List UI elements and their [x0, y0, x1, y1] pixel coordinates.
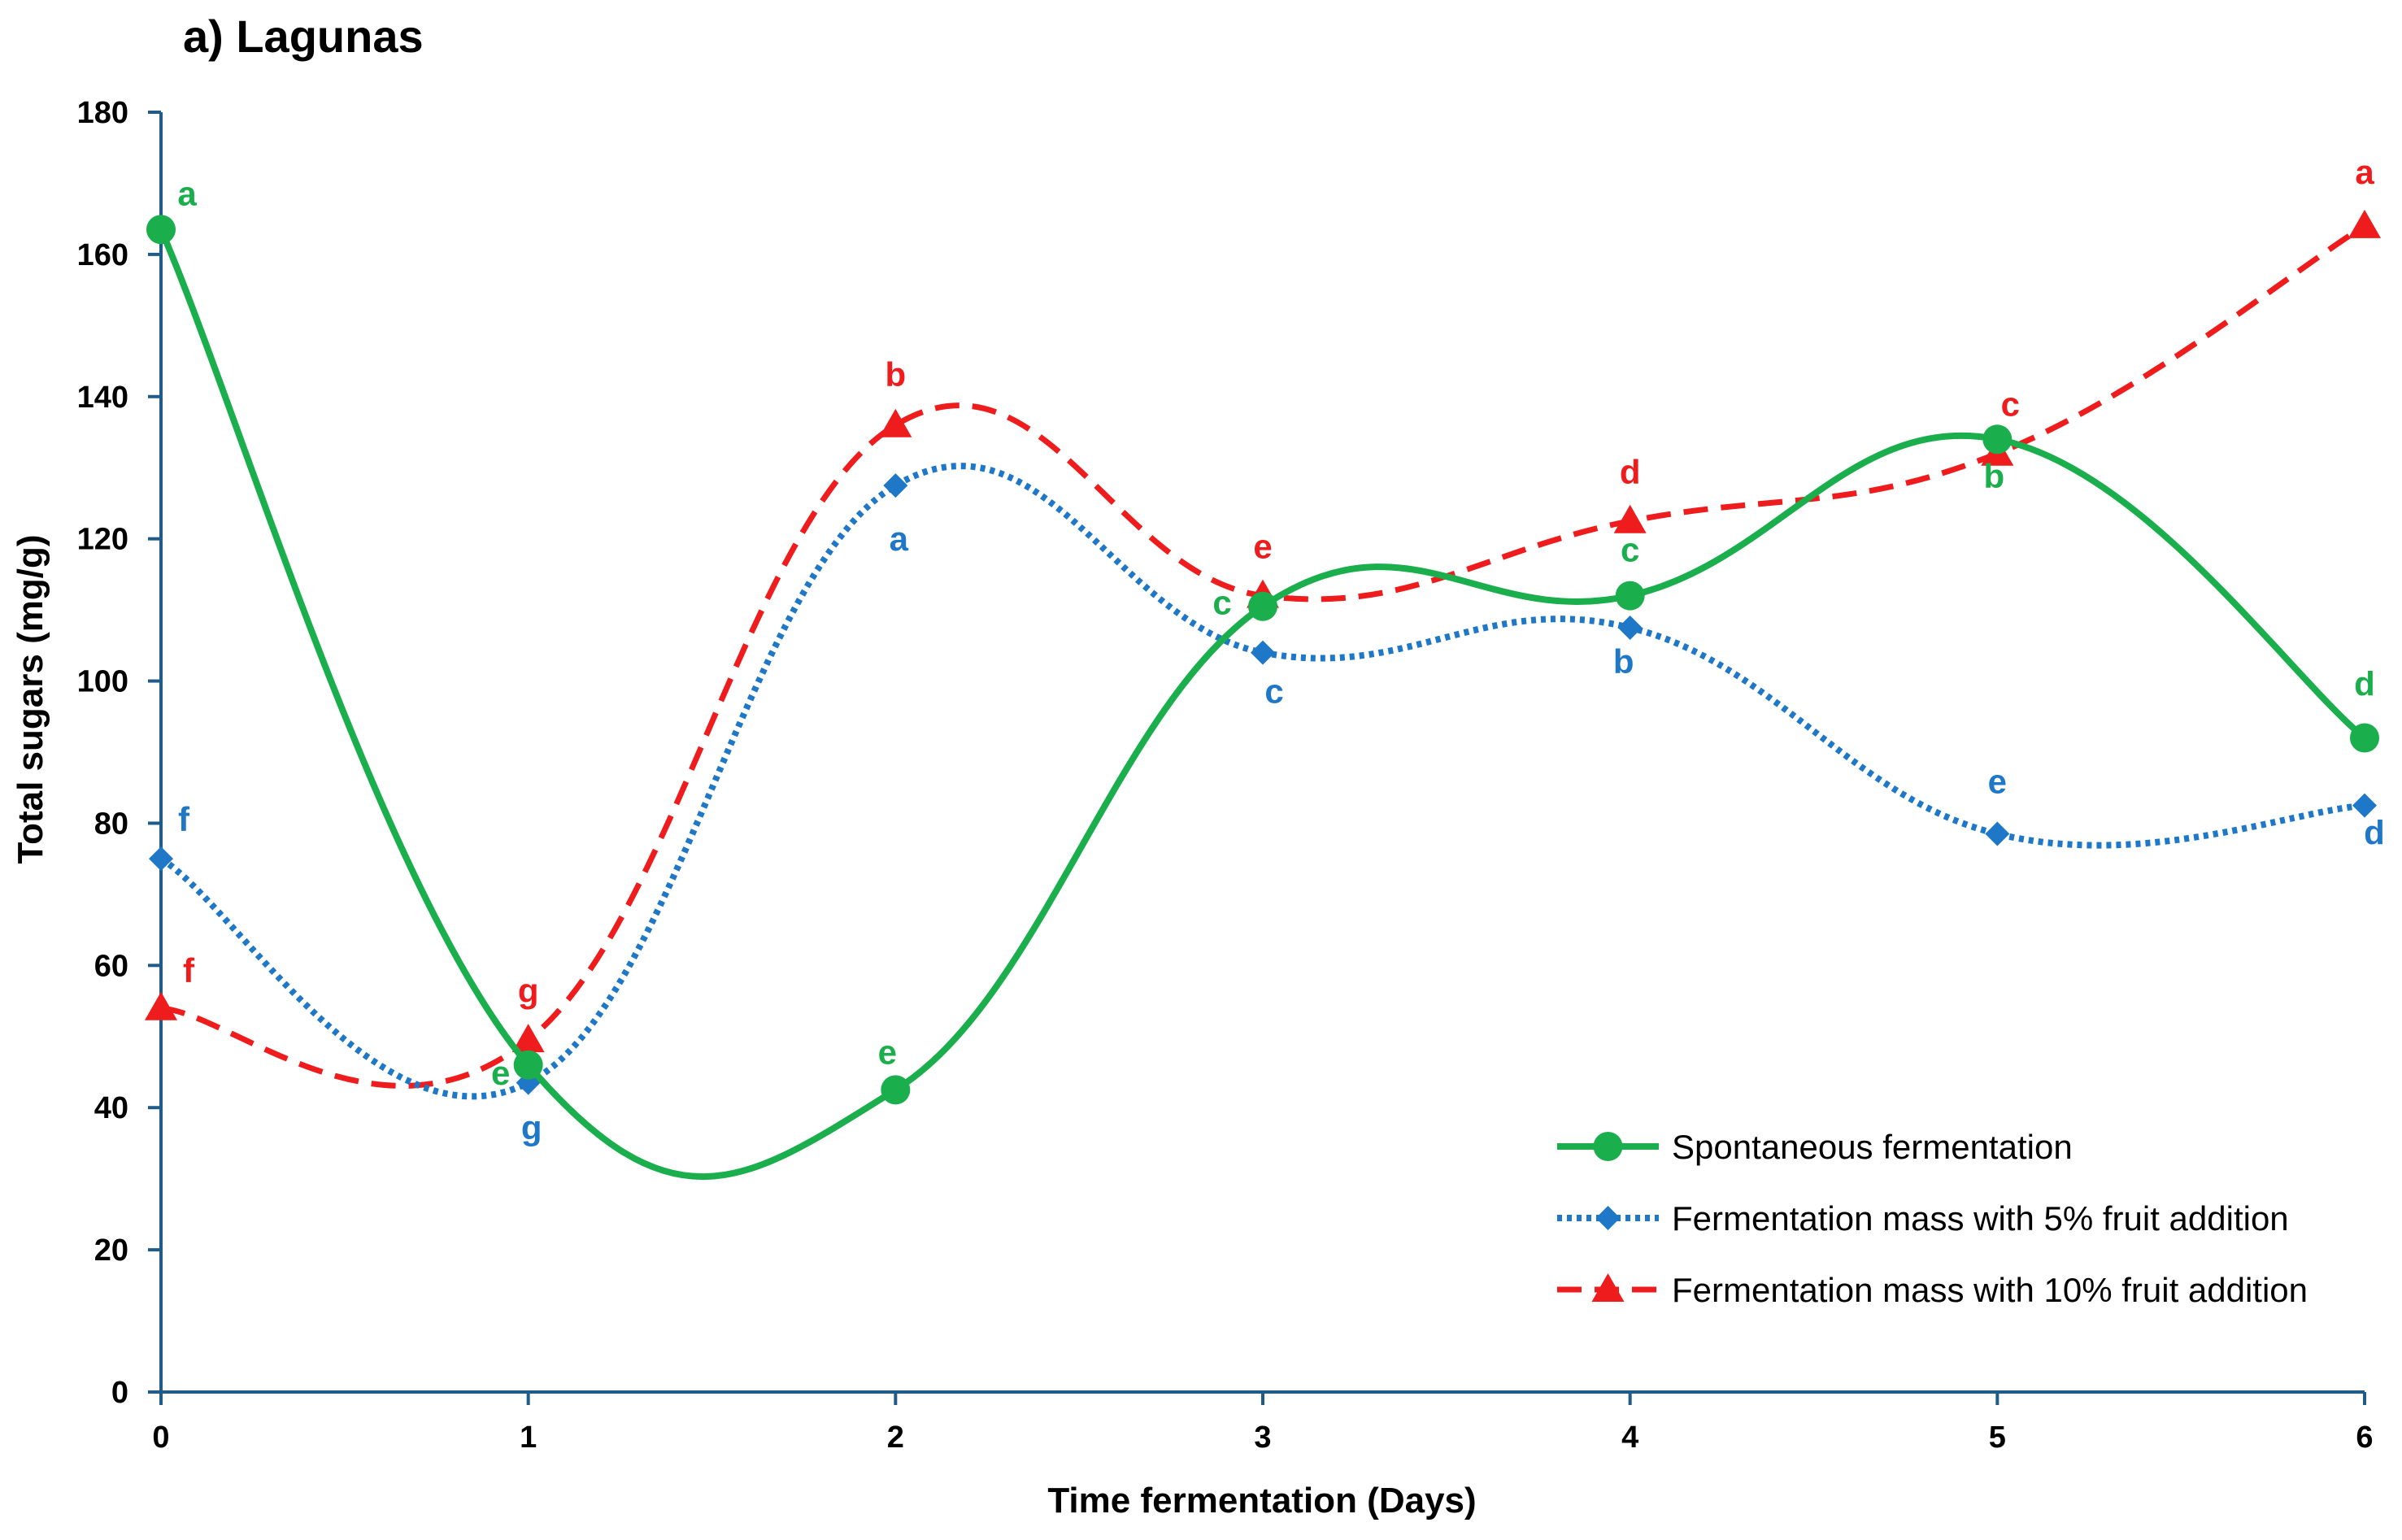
data-point [1615, 581, 1645, 611]
significance-label: f [178, 800, 190, 838]
legend-label: Fermentation mass with 10% fruit additio… [1672, 1271, 2308, 1309]
significance-label: d [2354, 665, 2375, 703]
significance-label: b [1613, 642, 1634, 681]
legend: Spontaneous fermentation Fermentation mas… [1557, 1128, 2308, 1309]
significance-label: d [2364, 814, 2385, 852]
x-axis-title: Time fermentation (Days) [1047, 1481, 1476, 1520]
x-tick-label: 4 [1621, 1420, 1638, 1455]
legend-item: Spontaneous fermentation [1557, 1128, 2073, 1166]
y-tick-label: 180 [77, 96, 128, 130]
significance-label: b [1984, 457, 2005, 495]
y-tick-label: 0 [111, 1376, 128, 1410]
legend-item: Fermentation mass with 10% fruit additio… [1557, 1271, 2308, 1309]
y-tick-label: 80 [94, 807, 128, 841]
significance-label: e [878, 1033, 897, 1071]
data-point [1617, 615, 1643, 640]
data-point [1248, 591, 1277, 621]
significance-label: e [1253, 528, 1272, 566]
legend-marker [1593, 1132, 1623, 1161]
x-tick-label: 3 [1254, 1420, 1271, 1455]
series-diamond: f g a c b e d [149, 463, 2385, 1147]
y-axis-title: Total sugars (mg/g) [11, 535, 50, 864]
legend-item: Fermentation mass with 5% fruit addition [1557, 1199, 2289, 1238]
y-tick-label: 60 [94, 949, 128, 983]
x-tick-label: 0 [152, 1420, 169, 1455]
series-line [158, 228, 2367, 1181]
data-point [1982, 424, 2013, 455]
x-tick-label: 6 [2356, 1420, 2373, 1455]
significance-label: c [2001, 385, 2020, 424]
significance-label: a [2355, 153, 2374, 191]
legend-label: Spontaneous fermentation [1672, 1128, 2073, 1166]
axes: 0 20 40 60 80 100 120 140 160 180 0 1 2 3 4 5 6 [77, 96, 2374, 1455]
significance-label: f [183, 951, 195, 990]
y-tick-label: 40 [94, 1091, 128, 1125]
data-point [881, 1075, 911, 1105]
data-point [2348, 209, 2381, 238]
y-tick-label: 100 [77, 665, 128, 699]
significance-label: a [177, 174, 197, 212]
legend-label: Fermentation mass with 5% fruit addition [1672, 1199, 2289, 1238]
data-point [146, 215, 176, 245]
data-point [513, 1050, 543, 1080]
data-point [1251, 640, 1275, 665]
significance-label: e [1988, 763, 2007, 801]
data-point [149, 846, 173, 872]
data-point [511, 1024, 545, 1053]
data-point [2350, 723, 2379, 753]
data-point [1613, 504, 1647, 533]
x-tick-label: 2 [887, 1420, 904, 1455]
data-point [1985, 821, 2010, 846]
significance-label: b [886, 355, 907, 394]
x-tick-label: 1 [520, 1420, 537, 1455]
significance-label: c [1212, 584, 1231, 622]
significance-label: e [491, 1054, 510, 1092]
y-tick-label: 140 [77, 381, 128, 415]
significance-label: d [1620, 453, 1641, 491]
significance-label: g [518, 972, 539, 1010]
legend-marker [1595, 1206, 1621, 1230]
y-tick-label: 120 [77, 523, 128, 557]
significance-label: a [890, 520, 909, 558]
data-point [145, 991, 177, 1020]
data-point [883, 473, 908, 498]
significance-label: c [1621, 531, 1639, 569]
significance-label: g [521, 1109, 542, 1147]
data-point [879, 408, 912, 437]
legend-marker [1591, 1273, 1625, 1302]
y-tick-label: 20 [94, 1233, 128, 1268]
series-triangle: f g b e d c a [145, 153, 2381, 1089]
data-point [2352, 793, 2377, 818]
chart-title: a) Lagunas [183, 11, 424, 62]
y-tick-label: 160 [77, 238, 128, 272]
series-line [159, 463, 2365, 1100]
significance-label: c [1264, 672, 1283, 711]
x-tick-label: 5 [1989, 1420, 2006, 1455]
